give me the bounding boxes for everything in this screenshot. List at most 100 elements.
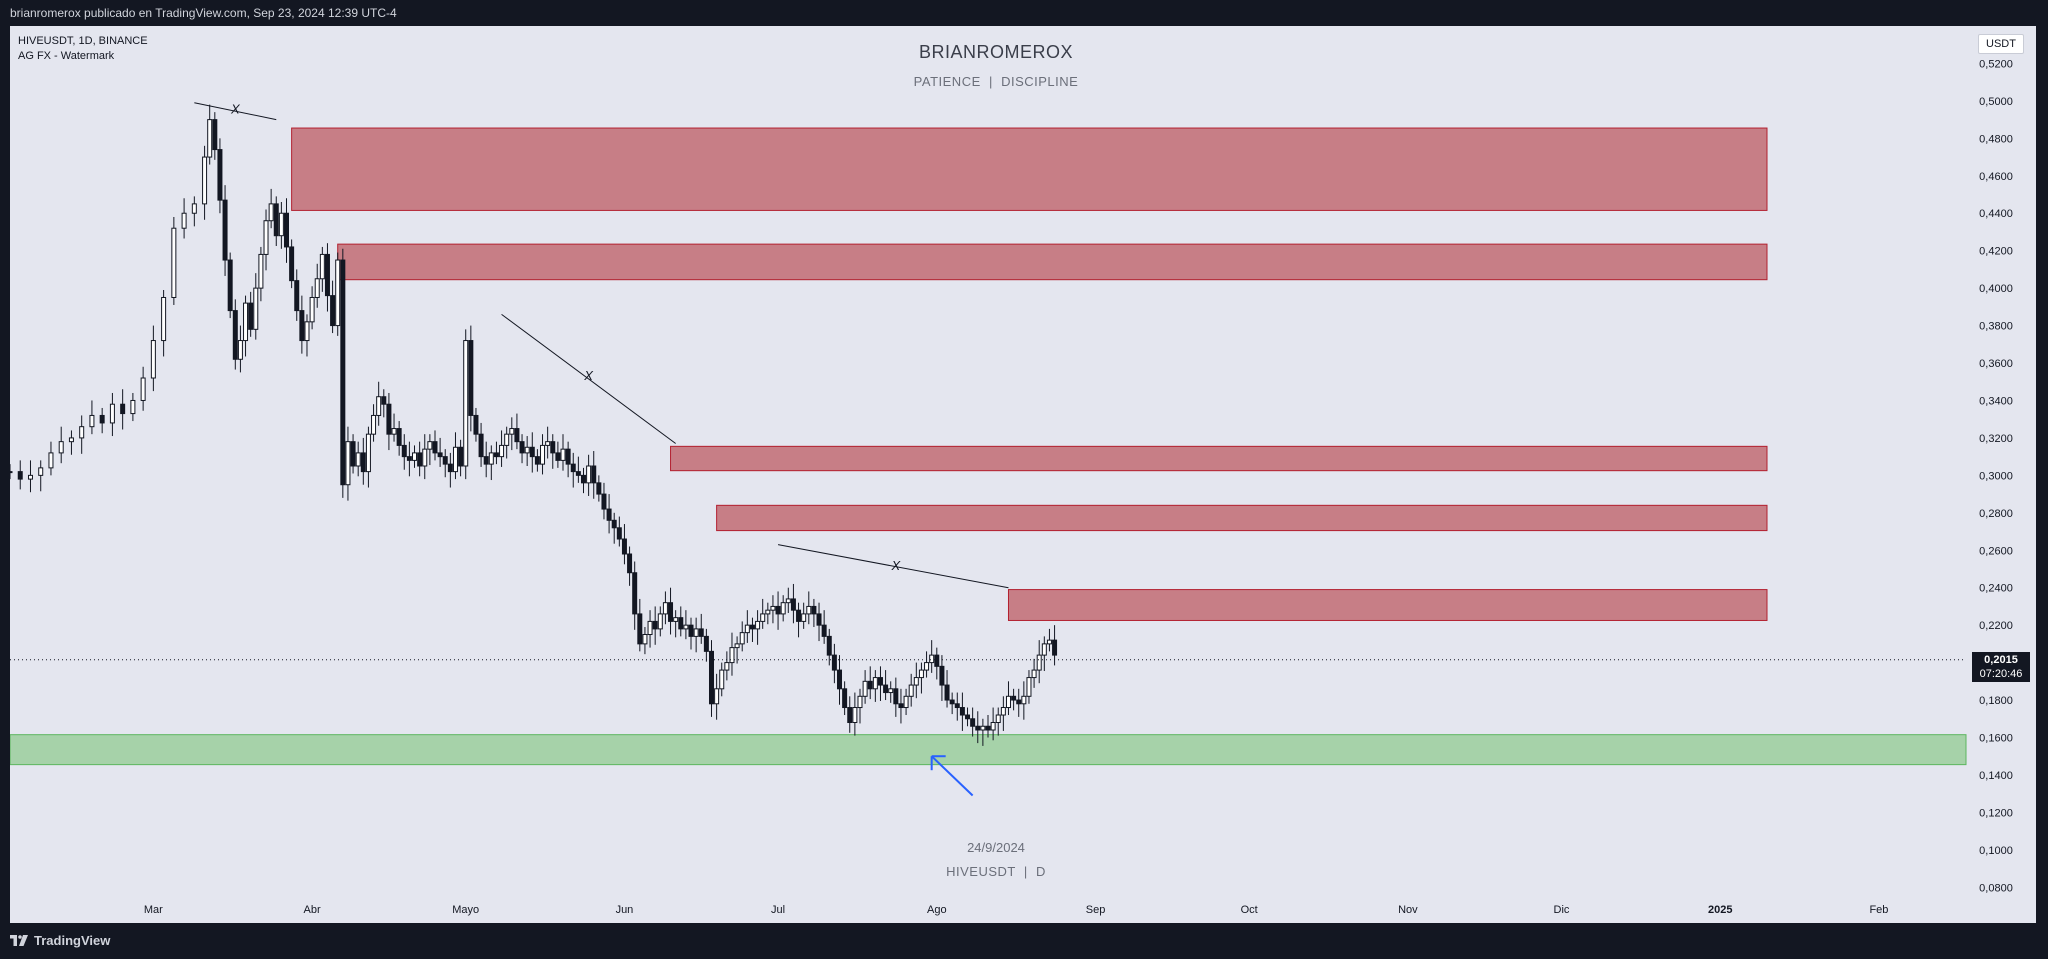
candle-body	[908, 684, 914, 697]
candle-body	[959, 707, 965, 716]
candle-body	[294, 280, 300, 312]
candle	[811, 598, 817, 628]
candle-body	[345, 441, 351, 486]
candle-body	[412, 452, 418, 461]
candle	[785, 587, 791, 613]
candle-body	[826, 635, 832, 656]
candle	[831, 643, 837, 684]
candle	[642, 627, 648, 655]
candle-body	[749, 624, 755, 630]
candle	[591, 451, 597, 499]
candle	[376, 381, 382, 426]
candle	[524, 436, 530, 466]
candle-body	[68, 437, 74, 443]
candle-body	[381, 396, 387, 405]
candle	[365, 426, 371, 488]
candle	[371, 404, 377, 442]
candle	[68, 430, 74, 455]
candle-body	[304, 321, 310, 342]
candle-body	[391, 428, 397, 435]
candle-body	[785, 598, 791, 604]
candle-body	[181, 212, 187, 229]
candle-body	[760, 613, 766, 622]
candle-body	[248, 302, 254, 330]
y-axis-tick-label: 0,3200	[1979, 433, 2013, 445]
candle-body	[109, 403, 115, 424]
candle	[1031, 658, 1037, 688]
y-axis-tick-label: 0,3400	[1979, 395, 2013, 407]
candle-body	[734, 643, 740, 649]
candle	[381, 389, 387, 418]
candle-body	[975, 725, 981, 731]
candle	[161, 290, 167, 357]
candle-body	[714, 688, 720, 705]
y-axis-tick-label: 0,4000	[1979, 283, 2013, 295]
candle-body	[652, 620, 658, 630]
candle	[243, 295, 249, 357]
candle	[898, 688, 904, 724]
y-axis-tick-label: 0,3800	[1979, 321, 2013, 333]
candle	[550, 434, 556, 469]
candle-body	[350, 441, 356, 467]
candle	[319, 246, 325, 292]
candle	[1026, 670, 1032, 704]
candle	[278, 202, 284, 249]
candle	[872, 670, 878, 702]
candle-body	[601, 493, 607, 510]
candle	[309, 286, 315, 330]
tradingview-logo[interactable]: TradingView	[10, 933, 110, 948]
candle-body	[611, 519, 617, 529]
candle-body	[524, 446, 530, 454]
candle	[432, 430, 438, 461]
x-axis-tick-label: Feb	[1869, 904, 1888, 916]
candle	[796, 602, 802, 638]
candle	[703, 628, 709, 662]
candle	[790, 583, 796, 624]
candle	[668, 587, 674, 635]
currency-button[interactable]: USDT	[1978, 34, 2024, 54]
candle	[437, 437, 443, 467]
candle	[345, 426, 351, 501]
last-price-label: 0,2015 07:20:46	[1972, 651, 2030, 682]
price-chart[interactable]: X X X 0,5200 0,5000 0,4800 0,4600 0,4400 0,4200…	[10, 26, 2036, 923]
symbol-legend[interactable]: HIVEUSDT, 1D, BINANCE AG FX - Watermark	[18, 34, 148, 64]
candle-body	[1000, 707, 1006, 716]
candle-body	[89, 414, 95, 428]
candle	[970, 707, 976, 737]
candle	[38, 460, 44, 492]
candle	[335, 252, 341, 336]
candle	[560, 434, 566, 471]
candle-body	[258, 253, 264, 289]
candle	[468, 325, 474, 432]
annotation-x-1: X	[583, 368, 594, 383]
candle-body	[278, 212, 284, 237]
x-axis-tick-label: Ago	[927, 904, 947, 916]
candle	[908, 673, 914, 707]
candle	[514, 413, 520, 450]
candle	[258, 246, 264, 302]
resistance-zone-2	[670, 445, 1768, 472]
candle-body	[10, 471, 13, 474]
candle	[673, 610, 679, 638]
candle	[284, 198, 290, 263]
candle	[570, 452, 576, 488]
candle	[386, 392, 392, 451]
chart-area[interactable]: X X X 0,5200 0,5000 0,4800 0,4600 0,4400 0,4200…	[10, 26, 2036, 923]
candle	[304, 314, 310, 357]
candle	[396, 421, 402, 456]
candle-body	[744, 624, 750, 634]
candle-body	[468, 340, 474, 416]
candle-body	[17, 471, 23, 480]
candle	[422, 434, 428, 480]
candle-body	[719, 669, 725, 690]
candle	[10, 464, 13, 480]
candle	[217, 138, 223, 214]
candle-body	[965, 714, 971, 720]
candle-body	[918, 669, 924, 679]
candle	[724, 651, 730, 681]
candle-body	[673, 617, 679, 622]
candle	[877, 666, 883, 701]
candle	[207, 104, 213, 165]
candle	[596, 475, 602, 502]
candle	[27, 460, 33, 493]
